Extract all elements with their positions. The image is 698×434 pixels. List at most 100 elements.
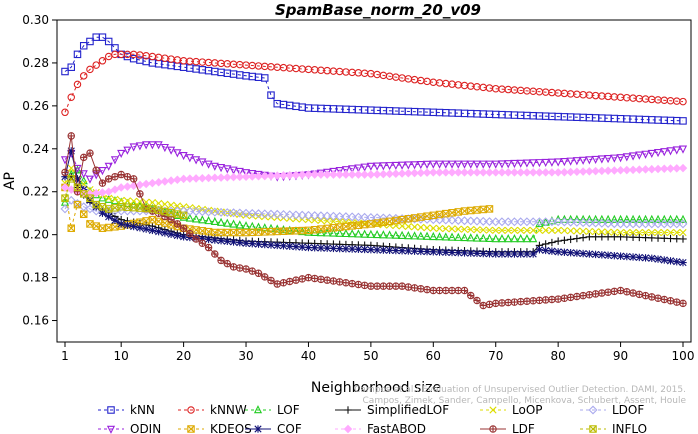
data-point xyxy=(229,166,238,175)
data-point xyxy=(623,288,631,296)
data-point xyxy=(653,214,663,223)
data-point xyxy=(310,274,319,283)
data-point xyxy=(198,239,207,248)
legend-label: INFLO xyxy=(612,422,647,434)
data-point xyxy=(304,170,313,179)
data-point xyxy=(354,170,363,179)
data-point xyxy=(648,228,656,237)
data-point xyxy=(616,228,625,237)
data-point xyxy=(592,228,600,236)
legend: kNN kNNW LOF SimplifiedLOF LoOP LDOF ODIN KDEOS… xyxy=(98,403,647,434)
data-point xyxy=(622,165,632,175)
data-point xyxy=(73,183,82,192)
data-point xyxy=(504,234,513,243)
data-point xyxy=(435,160,444,169)
data-point xyxy=(241,172,251,181)
data-point xyxy=(104,187,113,196)
x-tick-label: 100 xyxy=(672,349,695,363)
data-point xyxy=(417,285,425,293)
data-point xyxy=(242,265,250,273)
series-knnw xyxy=(61,50,687,117)
data-point xyxy=(260,209,270,219)
data-point xyxy=(579,156,588,165)
data-point xyxy=(273,280,281,288)
data-point xyxy=(241,169,251,178)
data-point xyxy=(223,228,232,237)
data-point xyxy=(241,208,251,218)
series-line-ldof xyxy=(64,199,683,225)
data-point xyxy=(504,160,513,169)
data-point xyxy=(105,194,113,202)
data-point xyxy=(104,37,113,46)
data-point xyxy=(429,224,437,232)
data-point xyxy=(417,247,425,256)
data-point xyxy=(229,219,238,228)
data-point xyxy=(653,219,663,229)
data-point xyxy=(86,220,94,228)
data-point xyxy=(566,235,575,244)
data-point xyxy=(573,234,581,243)
data-point xyxy=(591,166,600,176)
data-point xyxy=(341,228,350,238)
data-point xyxy=(185,154,194,163)
data-point xyxy=(610,166,619,175)
data-point xyxy=(360,245,369,254)
data-point xyxy=(598,251,606,259)
data-point xyxy=(453,216,463,225)
data-point xyxy=(573,292,581,301)
data-point xyxy=(516,234,525,243)
data-point xyxy=(111,216,119,225)
data-point xyxy=(266,209,276,219)
data-point xyxy=(385,217,394,226)
y-tick-label: 0.30 xyxy=(22,13,49,27)
data-point xyxy=(223,237,232,246)
data-point xyxy=(148,198,156,207)
legend-label: COF xyxy=(277,422,302,434)
data-point xyxy=(542,226,550,234)
data-point xyxy=(435,248,444,256)
data-point xyxy=(179,233,188,241)
data-point xyxy=(235,208,245,218)
data-point xyxy=(623,233,631,241)
data-point xyxy=(641,214,650,223)
data-point xyxy=(279,210,288,219)
legend-marker xyxy=(107,406,115,414)
data-point xyxy=(66,185,76,194)
legend-marker xyxy=(344,406,352,414)
data-point xyxy=(429,248,438,256)
data-point xyxy=(591,250,600,259)
data-point xyxy=(635,228,643,237)
x-tick-label: 60 xyxy=(426,349,441,363)
data-point xyxy=(267,91,275,99)
legend-marker xyxy=(187,406,195,414)
data-point xyxy=(404,231,413,240)
data-point xyxy=(635,290,644,299)
data-point xyxy=(666,228,675,237)
data-point xyxy=(291,210,301,220)
data-point xyxy=(242,228,250,237)
data-point xyxy=(148,141,157,150)
data-point xyxy=(123,221,132,229)
data-point xyxy=(360,281,369,290)
data-point xyxy=(373,282,381,290)
data-point xyxy=(678,145,688,154)
data-point xyxy=(354,164,363,173)
data-point xyxy=(654,234,662,242)
data-point xyxy=(466,168,476,177)
data-point xyxy=(161,219,169,227)
data-point xyxy=(285,277,294,286)
data-point xyxy=(435,232,444,241)
data-point xyxy=(441,168,451,177)
data-point xyxy=(529,226,537,234)
data-point xyxy=(447,168,457,177)
data-point xyxy=(442,286,450,295)
legend-label: ODIN xyxy=(130,422,161,434)
data-point xyxy=(392,282,400,290)
data-point xyxy=(628,165,638,175)
series-line-knnw xyxy=(64,53,684,113)
data-point xyxy=(417,223,425,231)
x-tick-label: 10 xyxy=(114,349,129,363)
data-point xyxy=(547,217,557,227)
data-point xyxy=(442,225,450,233)
data-point xyxy=(129,175,138,183)
